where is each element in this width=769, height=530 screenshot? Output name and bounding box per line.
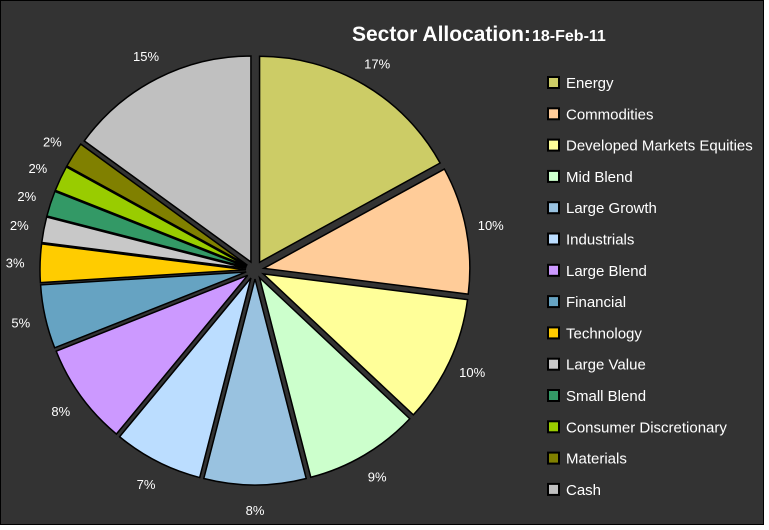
legend-swatch <box>547 389 560 402</box>
legend-label: Cash <box>566 482 601 499</box>
pie-slice-industrials <box>118 277 252 479</box>
legend-item-large-growth: Large Growth <box>547 200 657 217</box>
pie-slice-consumer-discretionary <box>54 165 248 267</box>
pie-label-developed-markets-equities: 10% <box>459 365 485 380</box>
chart-title: Sector Allocation: <box>352 23 531 46</box>
pie-slice-large-blend <box>55 274 249 436</box>
legend-label: Materials <box>566 451 627 468</box>
pie-slice-energy <box>258 55 442 264</box>
pie-slice-mid-blend <box>258 275 411 479</box>
pie-slice-developed-markets-equities <box>260 272 469 416</box>
pie-label-technology: 3% <box>6 255 25 270</box>
pie-label-materials: 2% <box>43 134 62 149</box>
pie-slice-technology <box>39 243 247 284</box>
legend-item-mid-blend: Mid Blend <box>547 169 633 186</box>
legend-label: Industrials <box>566 232 634 249</box>
legend-swatch <box>547 420 560 434</box>
legend-swatch <box>547 263 560 277</box>
pie-label-industrials: 7% <box>137 477 156 492</box>
legend-label: Large Growth <box>566 200 657 217</box>
legend: Energy Commodities Developed Markets Equit… <box>547 75 753 499</box>
legend-label: Financial <box>566 294 626 311</box>
pie-slice-financial <box>39 271 247 349</box>
legend-item-consumer-discretionary: Consumer Discretionary <box>547 419 727 436</box>
legend-swatch <box>547 232 560 246</box>
legend-swatch <box>547 201 560 215</box>
legend-item-financial: Financial <box>547 294 626 311</box>
legend-swatch <box>547 76 560 89</box>
pie-label-commodities: 10% <box>478 218 504 233</box>
pie-labels: 17% 10% 10% 9% 8% 7% 8% 5% 3% 2% 2% 2% 2% 15% <box>6 49 504 518</box>
pie-label-financial: 5% <box>11 315 30 330</box>
legend-label: Developed Markets Equities <box>566 138 753 155</box>
legend-swatch <box>547 357 560 371</box>
pie-label-large-value: 2% <box>10 218 29 233</box>
pie-slice-large-growth <box>202 278 308 486</box>
pie-label-energy: 17% <box>364 56 390 71</box>
legend-label: Mid Blend <box>566 169 633 186</box>
legend-swatch <box>547 169 560 183</box>
legend-label: Commodities <box>566 106 654 123</box>
legend-swatch <box>547 107 560 121</box>
pie-label-mid-blend: 9% <box>368 470 387 485</box>
legend-swatch <box>547 138 560 152</box>
legend-label: Consumer Discretionary <box>566 419 727 436</box>
legend-item-materials: Materials <box>547 451 627 468</box>
legend-label: Energy <box>566 75 614 92</box>
pie-slices <box>39 55 471 486</box>
pie-label-small-blend: 2% <box>17 189 36 204</box>
legend-swatch <box>547 451 560 465</box>
pie-slice-small-blend <box>45 190 247 268</box>
legend-item-technology: Technology <box>547 325 642 342</box>
legend-item-energy: Energy <box>547 75 614 92</box>
legend-item-large-value: Large Value <box>547 357 646 374</box>
chart-date: 18-Feb-11 <box>532 28 606 45</box>
legend-label: Technology <box>566 325 642 342</box>
pie-label-large-blend: 8% <box>51 404 70 419</box>
legend-label: Small Blend <box>566 388 646 405</box>
pie-label-consumer-discretionary: 2% <box>28 161 47 176</box>
pie-label-cash: 15% <box>133 49 159 64</box>
legend-item-large-blend: Large Blend <box>547 263 647 280</box>
pie-slice-commodities <box>261 168 471 295</box>
legend-swatch <box>547 295 560 309</box>
legend-label: Large Value <box>566 357 646 374</box>
pie-slice-materials <box>65 143 248 266</box>
legend-item-developed-markets-equities: Developed Markets Equities <box>547 138 753 155</box>
legend-item-commodities: Commodities <box>547 106 654 123</box>
pie-slice-cash <box>83 55 252 264</box>
legend-label: Large Blend <box>566 263 647 280</box>
pie-label-large-growth: 8% <box>246 503 265 518</box>
legend-item-small-blend: Small Blend <box>547 388 646 405</box>
pie-slice-large-value <box>40 216 247 270</box>
legend-swatch <box>547 482 560 496</box>
legend-item-industrials: Industrials <box>547 232 634 249</box>
legend-item-cash: Cash <box>547 482 601 499</box>
legend-swatch <box>547 326 560 340</box>
